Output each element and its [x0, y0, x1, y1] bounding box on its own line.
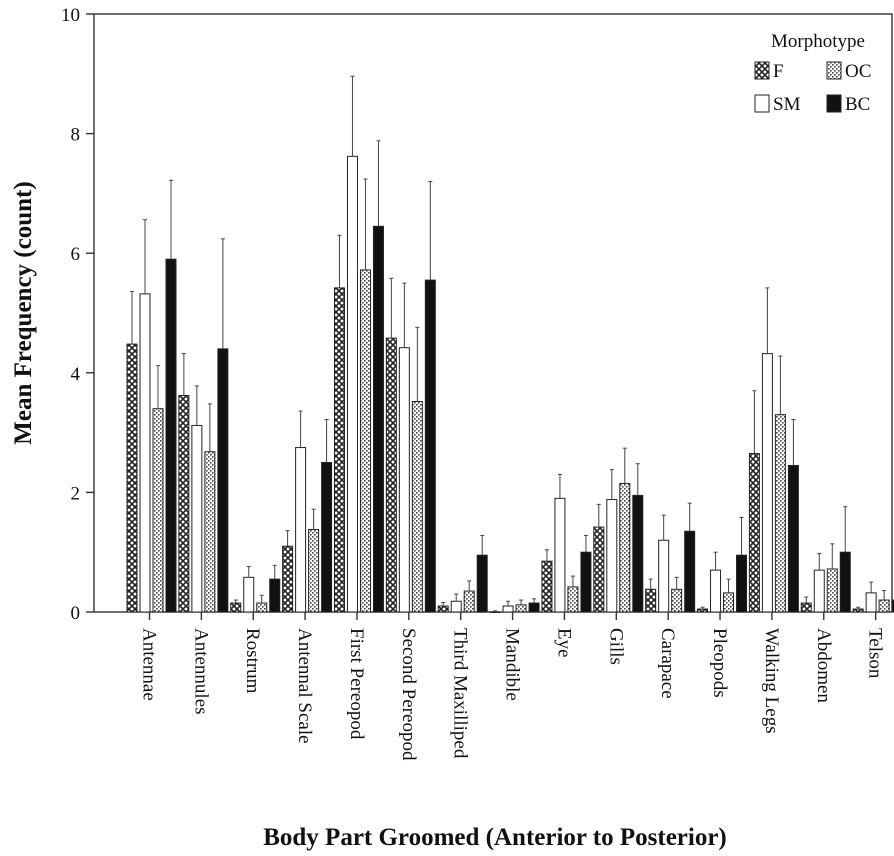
bar-F-antennae — [126, 343, 138, 613]
bar-F-walking-legs — [748, 453, 760, 613]
x-category-label: Abdomen — [813, 628, 834, 703]
bar-OC-abdomen — [826, 568, 838, 613]
bar-BC-eye — [580, 551, 592, 613]
bar-OC-antennae — [152, 408, 164, 613]
legend-swatch-SM — [754, 94, 770, 113]
bar-OC-mandible — [515, 604, 527, 613]
bar-SM-pleopods — [710, 569, 722, 613]
bar-F-second-pereopod — [385, 337, 397, 613]
y-tick-label: 0 — [71, 603, 81, 624]
bar-F-rostrum — [230, 602, 242, 613]
bar-OC-gills — [619, 482, 631, 613]
y-tick-label: 6 — [71, 244, 81, 265]
error-bars — [130, 75, 887, 612]
bar-F-antennal-scale — [282, 545, 294, 613]
bar-OC-rostrum — [256, 602, 268, 613]
x-category-label: Telson — [865, 628, 886, 679]
legend-swatch-BC — [826, 94, 842, 113]
bar-SM-antennules — [191, 424, 203, 613]
x-category-label: Third Maxilliped — [450, 628, 471, 759]
bar-SM-second-pereopod — [398, 347, 410, 613]
bar-F-third-maxilliped — [437, 605, 449, 613]
x-category-label: Antennules — [190, 628, 211, 715]
bar-F-carapace — [645, 588, 657, 613]
legend-label-F: F — [773, 61, 784, 82]
bar-F-telson — [852, 608, 864, 613]
x-category-label: Carapace — [657, 628, 678, 699]
legend-swatch-OC — [826, 61, 842, 80]
bar-BC-pleopods — [736, 554, 748, 613]
x-category-label: Second Pereopod — [398, 628, 419, 761]
x-category-label: Rostrum — [242, 628, 263, 694]
legend-label-SM: SM — [773, 94, 801, 115]
bar-SM-eye — [554, 497, 566, 613]
bar-BC-first-pereopod — [372, 225, 384, 613]
bar-OC-first-pereopod — [359, 269, 371, 613]
legend-title: Morphotype — [771, 31, 865, 52]
bar-BC-walking-legs — [787, 464, 799, 613]
y-axis: 0 2 4 6 8 10 — [61, 5, 94, 624]
bar-SM-mandible — [502, 605, 514, 613]
x-category-label: Gills — [605, 628, 626, 665]
bar-BC-antennules — [217, 348, 229, 613]
bar-BC-mandible — [528, 602, 540, 613]
bar-F-gills — [593, 526, 605, 613]
bar-SM-carapace — [658, 539, 670, 613]
bar-BC-telson — [891, 599, 894, 613]
bar-SM-first-pereopod — [346, 155, 358, 613]
x-category-label: Antennae — [139, 628, 160, 701]
bar-SM-gills — [606, 499, 618, 613]
legend-label-OC: OC — [845, 61, 871, 82]
x-axis-title: Body Part Groomed (Anterior to Posterior… — [263, 824, 727, 851]
bar-OC-telson — [878, 599, 890, 613]
bar-F-antennules — [178, 395, 190, 613]
bar-SM-rostrum — [243, 576, 255, 613]
bar-OC-walking-legs — [774, 414, 786, 613]
bar-F-pleopods — [697, 608, 709, 613]
bar-SM-antennae — [139, 293, 151, 613]
bar-BC-second-pereopod — [424, 279, 436, 613]
bar-OC-antennules — [204, 451, 216, 613]
legend-swatch-F — [754, 61, 770, 80]
bar-OC-second-pereopod — [411, 401, 423, 613]
y-tick-label: 10 — [61, 5, 80, 26]
x-category-label: Eye — [553, 628, 574, 658]
y-tick-label: 4 — [71, 364, 81, 385]
bars — [126, 155, 894, 613]
x-category-label: Walking Legs — [761, 628, 782, 734]
bar-F-eye — [541, 560, 553, 613]
x-category-label: Pleopods — [709, 628, 730, 698]
y-tick-label: 2 — [71, 483, 81, 504]
bar-SM-walking-legs — [761, 353, 773, 613]
bar-BC-rostrum — [269, 578, 281, 613]
legend-label-BC: BC — [845, 94, 870, 115]
bar-BC-antennal-scale — [321, 462, 333, 613]
bar-F-mandible — [489, 611, 501, 613]
bar-OC-carapace — [671, 588, 683, 613]
x-category-label: Mandible — [502, 628, 523, 701]
bar-BC-antennae — [165, 258, 177, 613]
bar-OC-antennal-scale — [308, 528, 320, 613]
bar-SM-abdomen — [813, 569, 825, 613]
bar-F-first-pereopod — [333, 287, 345, 613]
x-axis: Antennae Antennules Rostrum Antennal Scale F… — [139, 612, 886, 761]
bar-F-abdomen — [800, 602, 812, 613]
bar-BC-third-maxilliped — [476, 554, 488, 613]
bar-OC-third-maxilliped — [463, 590, 475, 613]
bar-OC-pleopods — [723, 592, 735, 613]
bar-BC-gills — [632, 494, 644, 613]
bar-OC-eye — [567, 586, 579, 613]
x-category-label: Antennal Scale — [294, 628, 315, 744]
bar-SM-third-maxilliped — [450, 600, 462, 613]
bar-BC-carapace — [684, 530, 696, 613]
y-tick-label: 8 — [71, 125, 81, 146]
y-axis-title: Mean Frequency (count) — [10, 181, 37, 444]
bar-BC-abdomen — [839, 551, 851, 613]
x-category-label: First Pereopod — [346, 628, 367, 740]
legend: Morphotype F SM OC BC — [754, 31, 871, 115]
bar-SM-antennal-scale — [295, 447, 307, 613]
bar-SM-telson — [865, 592, 877, 613]
